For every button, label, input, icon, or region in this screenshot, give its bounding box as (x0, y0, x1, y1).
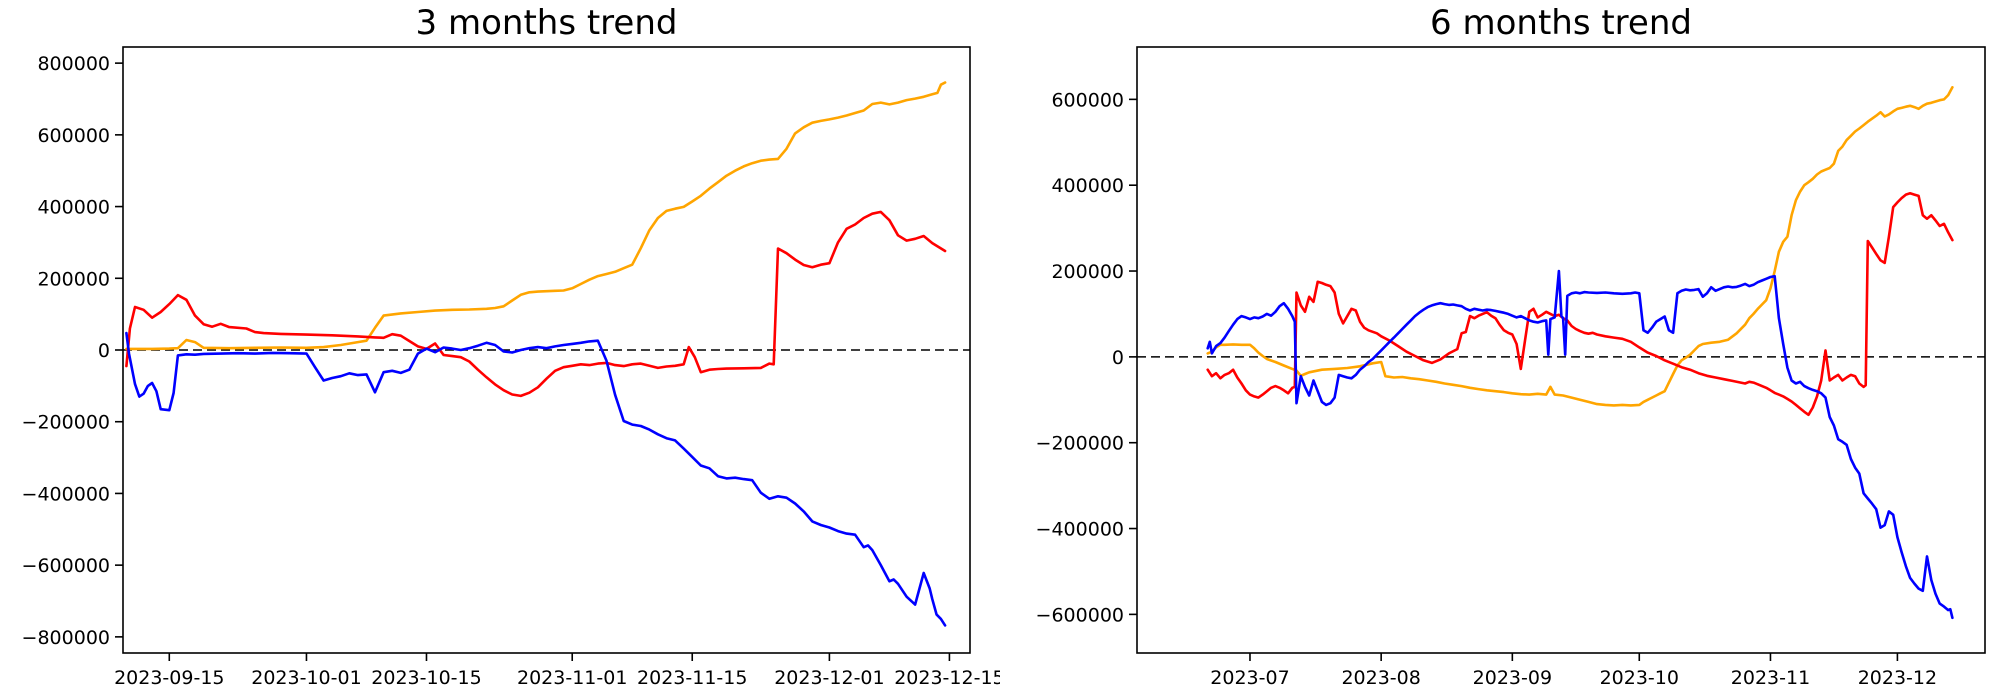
series-line-blue (125, 331, 947, 627)
x-axis-tick-label: 2023-08 (1341, 667, 1420, 689)
y-axis-tick-label: 0 (1112, 347, 1124, 369)
y-axis-tick-label: 200000 (37, 268, 110, 290)
plot-area-6-months: 600000 400000 200000 0 −200000 −400000 −600000… (1036, 46, 1986, 689)
x-axis-tick-label: 2023-11-15 (637, 667, 747, 689)
x-axis-tick-label: 2023-10-01 (251, 667, 361, 689)
series-line-orange (1206, 86, 1954, 407)
x-axis-tick-label: 2023-12-15 (894, 667, 1000, 689)
plot-border (1136, 46, 1986, 654)
y-axis-tick-label: −600000 (22, 555, 110, 577)
series-line-blue (1206, 269, 1954, 620)
y-axis-tick-label: −400000 (22, 483, 110, 505)
x-axis-tick-label: 2023-09 (1473, 667, 1552, 689)
chart-3-months-trend: 3 months trend 800000 600000 400000 200000 0… (22, 3, 1000, 689)
y-axis-tick-label: 600000 (37, 125, 110, 147)
chart-title-6-months: 6 months trend (1430, 3, 1692, 43)
plot-area-3-months: 800000 600000 400000 200000 0 −200000 −400000 −… (22, 46, 1000, 689)
chart-title-3-months: 3 months trend (415, 3, 678, 43)
series-line-red (125, 210, 947, 398)
y-axis-tick-label: −400000 (1036, 519, 1124, 541)
y-axis-tick-label: 0 (98, 340, 110, 362)
y-axis-tick-label: 400000 (1051, 175, 1124, 197)
y-axis-tick-label: −200000 (22, 412, 110, 434)
x-axis-tick-label: 2023-12 (1858, 667, 1937, 689)
chart-6-months-trend: 6 months trend 600000 400000 200000 0 −20000… (1000, 0, 2000, 700)
x-axis-tick-label: 2023-10 (1600, 667, 1679, 689)
y-axis-tick-label: 800000 (37, 53, 110, 75)
y-axis-tick-label: 600000 (1051, 89, 1124, 111)
y-axis-tick-label: 200000 (1051, 261, 1124, 283)
y-axis-tick-label: −800000 (22, 627, 110, 649)
x-axis-tick-label: 2023-11 (1731, 667, 1810, 689)
x-axis-tick-label: 2023-10-15 (371, 667, 481, 689)
y-axis-tick-label: 400000 (37, 197, 110, 219)
x-axis-tick-label: 2023-09-15 (114, 667, 224, 689)
y-axis-tick-label: −200000 (1036, 433, 1124, 455)
x-axis-tick-label: 2023-07 (1210, 667, 1289, 689)
series-line-orange (125, 81, 947, 351)
x-axis-tick-label: 2023-12-01 (774, 667, 884, 689)
y-axis-tick-label: −600000 (1036, 604, 1124, 626)
x-axis-tick-label: 2023-11-01 (517, 667, 627, 689)
